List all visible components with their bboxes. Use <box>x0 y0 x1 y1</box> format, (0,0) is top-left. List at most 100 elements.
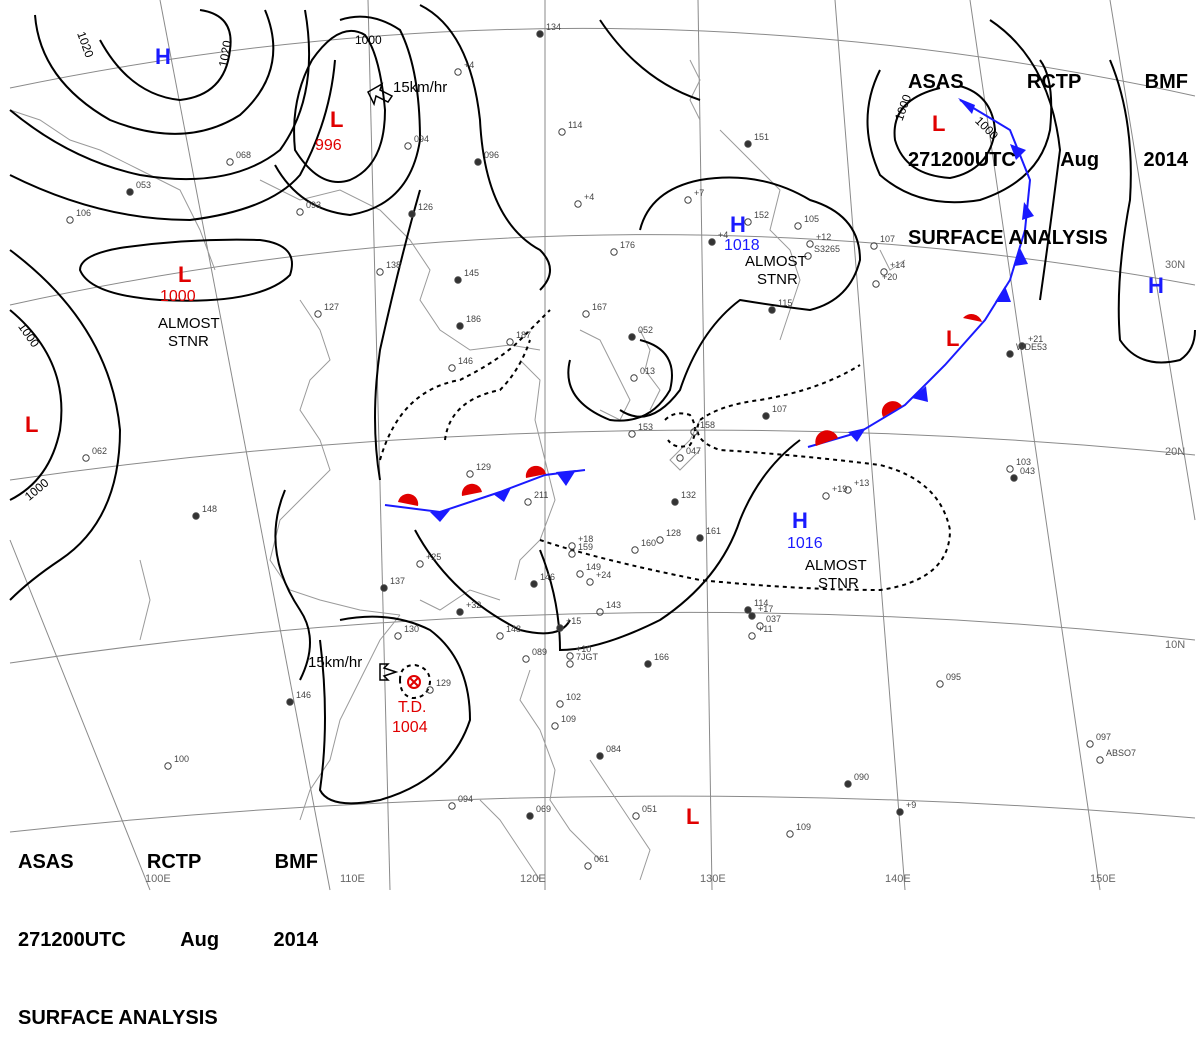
header-station-code: RCTP <box>146 851 202 873</box>
station-value: +15 <box>566 616 581 626</box>
station-circle <box>844 486 852 494</box>
header-station-code: RCTP <box>1026 71 1082 93</box>
header-center-code: ASAS <box>18 851 74 873</box>
station-value: 166 <box>654 652 669 662</box>
station-plot: 148 <box>496 624 521 640</box>
lon-label: 110E <box>340 873 365 885</box>
header-product-code: BMF <box>1144 71 1188 93</box>
station-value: 097 <box>1096 732 1111 742</box>
station-value: 053 <box>136 180 151 190</box>
station-plot: 129 <box>426 678 451 694</box>
station-circle <box>870 242 878 250</box>
surface-analysis-map: H L 996 L 1000 L H 1018 L H L H 1016 L T… <box>9 0 1196 891</box>
station-circle <box>506 338 514 346</box>
station-value: +12 <box>816 232 831 242</box>
td-motion-label: 15km/hr <box>308 654 362 671</box>
station-value: 114 <box>568 120 582 130</box>
station-plot: 146 <box>448 356 473 372</box>
station-plot: 093 <box>296 200 321 216</box>
station-value: 109 <box>561 714 576 724</box>
station-circle <box>708 238 716 246</box>
station-plot: 052 <box>628 325 653 341</box>
station-value: 143 <box>606 600 621 610</box>
lat-label: 20N <box>1165 446 1185 458</box>
station-value: S3265 <box>814 244 840 254</box>
station-circle <box>536 30 544 38</box>
station-value: 069 <box>536 804 551 814</box>
station-value: +32 <box>466 600 481 610</box>
station-circle <box>416 560 424 568</box>
station-value: 145 <box>464 268 479 278</box>
station-plot: 084 <box>596 744 621 760</box>
low-center-label: L <box>946 326 959 351</box>
station-circle <box>454 276 462 284</box>
station-circle <box>566 660 574 668</box>
station-circle <box>644 660 652 668</box>
station-value: 103 <box>1016 457 1031 467</box>
station-plot: +12 <box>806 232 831 248</box>
station-circle <box>394 632 402 640</box>
station-circle <box>844 780 852 788</box>
station-plot: 129 <box>466 462 491 478</box>
td-label: T.D. <box>398 699 426 716</box>
lat-label: 10N <box>1165 639 1185 651</box>
low-motion-arrow <box>367 82 394 107</box>
station-value: 043 <box>1020 466 1035 476</box>
station-plot: 089 <box>522 647 547 663</box>
station-plot: +15 <box>556 616 581 632</box>
low-center-label: L <box>25 412 38 437</box>
station-value: 186 <box>466 314 481 324</box>
station-plot: 127 <box>314 302 339 318</box>
high-center-label: H <box>792 508 808 533</box>
station-value: 152 <box>754 210 769 220</box>
station-plot: +7 <box>684 188 704 204</box>
station-plot: 153 <box>628 422 653 438</box>
station-value: 115 <box>778 298 792 308</box>
station-plot: +17 <box>748 604 773 620</box>
station-circle <box>448 802 456 810</box>
station-plot: WDE53 <box>1006 342 1047 358</box>
station-value: +18 <box>578 534 593 544</box>
station-value: 149 <box>586 562 601 572</box>
station-circle <box>568 550 576 558</box>
station-value: +9 <box>906 800 916 810</box>
station-plot: 187 <box>506 330 531 346</box>
station-circle <box>744 218 752 226</box>
station-circle <box>66 216 74 224</box>
stationary-front-west <box>384 465 586 522</box>
tropical-depression-symbol <box>407 675 421 689</box>
almost-stnr-line2: STNR <box>818 575 859 592</box>
low-center-value: 1000 <box>160 288 196 305</box>
station-circle <box>314 310 322 318</box>
header-title: SURFACE ANALYSIS <box>908 227 1108 249</box>
station-value: 148 <box>506 624 521 634</box>
station-circle <box>630 374 638 382</box>
station-circle <box>696 534 704 542</box>
station-value: +4 <box>718 230 728 240</box>
low-center-label: L <box>330 107 343 132</box>
station-value: +7 <box>694 188 704 198</box>
station-value: +25 <box>426 552 441 562</box>
low-center-label: L <box>178 262 191 287</box>
station-plot: +4 <box>574 192 594 208</box>
station-value: 187 <box>516 330 531 340</box>
header-center-code: ASAS <box>908 71 964 93</box>
station-value: +10 <box>576 644 591 654</box>
high-center-label: H <box>155 44 171 69</box>
station-plot: 146 <box>286 690 311 706</box>
station-value: +17 <box>758 604 773 614</box>
station-plot: +19 <box>822 484 847 500</box>
station-plot: 130 <box>394 624 419 640</box>
station-plot: 103 <box>1006 457 1031 473</box>
station-value: 146 <box>540 572 555 582</box>
station-plot: 186 <box>456 314 481 330</box>
station-circle <box>1010 474 1018 482</box>
station-plot: 134 <box>536 22 561 38</box>
station-value: 062 <box>92 446 107 456</box>
station-circle <box>936 680 944 688</box>
station-plot: 148 <box>192 504 217 520</box>
station-plot: +4 <box>454 60 474 76</box>
station-circle <box>426 686 434 694</box>
station-plot: +13 <box>844 478 869 494</box>
station-plot: 114 <box>744 598 768 614</box>
